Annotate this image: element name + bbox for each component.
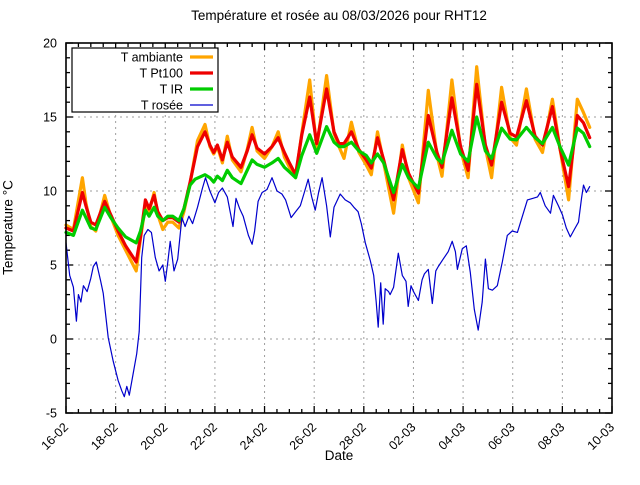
svg-text:T ambiante: T ambiante bbox=[121, 51, 183, 65]
chart-title: Température et rosée au 08/03/2026 pour … bbox=[191, 8, 487, 23]
svg-text:0: 0 bbox=[50, 333, 57, 347]
svg-text:-5: -5 bbox=[46, 407, 57, 421]
legend: T ambiante T Pt100 T IR T rosée bbox=[71, 47, 219, 113]
svg-text:T IR: T IR bbox=[160, 83, 183, 97]
plot-frame bbox=[65, 42, 613, 414]
svg-text:10: 10 bbox=[43, 185, 57, 199]
legend-item-t-ir: T IR bbox=[160, 83, 213, 97]
x-axis-label: Date bbox=[324, 448, 354, 463]
series-t-rosée bbox=[65, 177, 591, 398]
svg-text:T Pt100: T Pt100 bbox=[139, 67, 183, 81]
legend-item-t-rosée: T rosée bbox=[141, 99, 213, 113]
legend-item-t-ambiante: T ambiante bbox=[121, 51, 213, 65]
svg-text:5: 5 bbox=[50, 259, 57, 273]
svg-text:20: 20 bbox=[43, 37, 57, 51]
legend-item-t-pt100: T Pt100 bbox=[139, 67, 213, 81]
svg-text:T rosée: T rosée bbox=[141, 99, 183, 113]
y-tick-labels: -5 0 5 10 15 20 bbox=[43, 37, 57, 421]
series-t-pt100 bbox=[64, 82, 592, 264]
y-axis-label: Temperature °C bbox=[0, 180, 16, 275]
series-t-ir bbox=[64, 115, 592, 245]
svg-text:15: 15 bbox=[43, 111, 57, 125]
